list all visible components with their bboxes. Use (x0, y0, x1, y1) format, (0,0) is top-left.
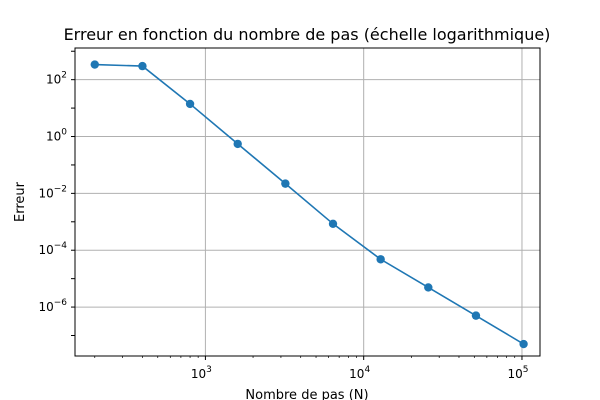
y-tick-label: 100 (46, 128, 67, 144)
y-tick-label: 102 (46, 71, 67, 87)
ticks: 103 104 105 102 100 10−2 10−4 10−6 (38, 50, 528, 381)
series-line (94, 63, 525, 345)
x-tick-label: 103 (191, 365, 212, 381)
data-point (328, 219, 338, 229)
data-point (138, 61, 147, 71)
data-point (90, 60, 99, 69)
data-point (471, 311, 481, 320)
data-point (185, 99, 195, 109)
data-point (376, 255, 385, 264)
grid (75, 48, 540, 356)
y-axis-label: Erreur (13, 181, 28, 222)
data-point (424, 283, 433, 292)
x-tick-label: 105 (507, 365, 528, 381)
y-tick-label: 10−6 (38, 298, 67, 314)
y-tick-label: 10−4 (38, 241, 67, 257)
series (90, 60, 528, 349)
data-point (519, 339, 528, 349)
chart-title: Erreur en fonction du nombre de pas (éch… (64, 25, 551, 44)
data-point (281, 179, 290, 188)
y-tick-label: 10−2 (38, 184, 67, 200)
x-tick-label: 104 (349, 365, 370, 381)
x-axis-label: Nombre de pas (N) (245, 388, 368, 400)
data-point (233, 139, 242, 149)
plot-frame (74, 47, 541, 357)
